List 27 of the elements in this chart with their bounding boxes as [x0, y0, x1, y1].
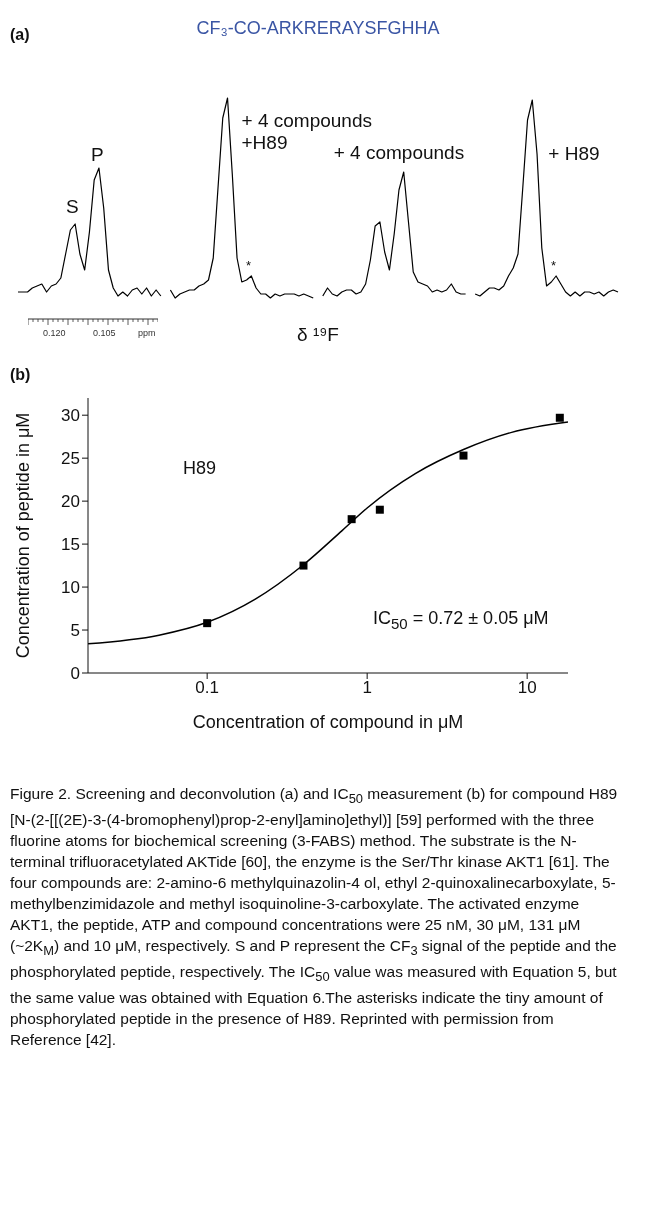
annotation: S	[66, 196, 79, 218]
x-tick-label: 0.1	[195, 678, 219, 698]
series-label: + H89	[548, 143, 600, 165]
y-axis-title: Concentration of peptide in μM	[13, 412, 34, 659]
text: 0.105	[93, 328, 116, 338]
x-axis-title: δ ¹⁹F	[297, 324, 339, 345]
text: (a)	[10, 26, 30, 44]
y-tick-label: 15	[61, 535, 80, 555]
y-tick-label: 10	[61, 578, 80, 598]
y-tick-label: 5	[70, 621, 80, 641]
text: (b)	[10, 366, 31, 384]
text: Figure 2. Screening and deconvolution (a) and IC$_{50}$ measurement (b) for compound H89 [N-(2-[[(2E)-3-(4-bromophenyl)prop-2-enyl]amino]ethyl)] [59] performed with the three fluorine atoms for biochemical screening (3-FABS) method. The substrate is the N-terminal trifluoracetylated AKTide [60], the enzyme is the Ser/Thr kinase AKT1 [61]. The four compounds are: 2-amino-6 methylquinazolin-4 ol, ethyl 2-quinoxalinecarboxylate, 5-methylbenzimidazole and methyl isoquinoline-3-carboxylate. The activated enzyme AKT1, the peptide, ATP and compound concentrations were 25 nM, 30 μM, 131 μM (~2K$_{M}$) and 10 μM, respectively. S and P represent the CF$_{3}$ signal of the peptide and the phosphorylated peptide, respectively. The IC$_{50}$ value was measured with Equation 5, but the same value was obtained with Equation 6.The asterisks indicate the tiny amount of phosphorylated peptide in the presence of H89. Reprinted with permission from Reference [42].	[10, 785, 618, 1049]
x-axis-title: Concentration of compound in μM	[192, 712, 464, 732]
y-tick-label: 20	[61, 492, 80, 512]
text: 0.120	[43, 328, 66, 338]
text: ppm	[138, 328, 156, 338]
x-tick-label: 1	[362, 678, 372, 698]
y-tick-label: 30	[61, 406, 80, 426]
y-tick-label: 0	[70, 664, 80, 684]
annotation: *	[246, 258, 252, 273]
annotation: *	[551, 258, 557, 273]
x-tick-label: 10	[517, 678, 537, 698]
chart-title: CF₃-CO-ARKRERAYSFGHHA	[196, 18, 440, 38]
y-tick-label: 25	[61, 449, 80, 469]
annotation: H89	[183, 458, 217, 479]
annotation: P	[91, 144, 104, 166]
annotation: IC$_{50}$ = 0.72 ± 0.05 μM	[373, 608, 549, 632]
